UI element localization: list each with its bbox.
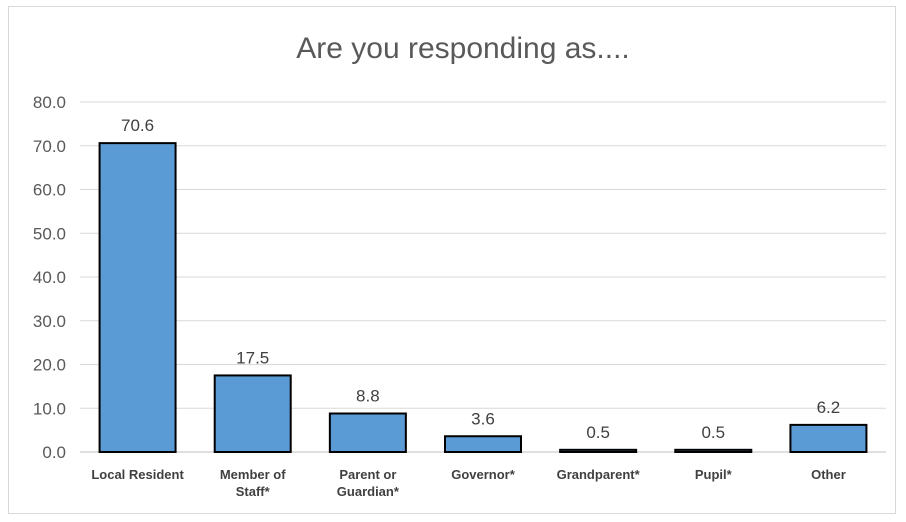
x-tick-label: Local Resident bbox=[91, 467, 184, 482]
bar bbox=[98, 142, 177, 453]
bar bbox=[559, 448, 638, 453]
bar bbox=[213, 374, 292, 453]
x-tick-label: Grandparent* bbox=[557, 467, 641, 482]
y-tick-label: 10.0 bbox=[33, 399, 66, 418]
y-tick-label: 40.0 bbox=[33, 268, 66, 287]
y-axis-ticks: 0.0 10.0 20.0 30.0 40.0 50.0 60.0 70.0 80.0 bbox=[33, 93, 66, 462]
data-label: 0.5 bbox=[586, 423, 610, 442]
x-tick-label: Guardian* bbox=[337, 484, 400, 499]
y-tick-label: 0.0 bbox=[42, 443, 66, 462]
bar bbox=[789, 423, 868, 453]
data-label: 0.5 bbox=[701, 423, 725, 442]
x-tick-label: Member of bbox=[220, 467, 286, 482]
data-label: 3.6 bbox=[471, 409, 495, 428]
y-tick-label: 80.0 bbox=[33, 93, 66, 112]
x-tick-label: Governor* bbox=[451, 467, 516, 482]
gridlines bbox=[80, 101, 886, 453]
data-label: 8.8 bbox=[356, 387, 380, 406]
y-tick-label: 50.0 bbox=[33, 224, 66, 243]
y-tick-label: 30.0 bbox=[33, 312, 66, 331]
bar bbox=[328, 412, 407, 453]
data-label: 17.5 bbox=[236, 348, 269, 367]
bar bbox=[444, 435, 522, 453]
chart-title: Are you responding as.... bbox=[296, 32, 630, 65]
x-tick-label: Other bbox=[811, 467, 846, 482]
data-label: 6.2 bbox=[817, 398, 841, 417]
bar bbox=[674, 448, 753, 453]
y-tick-label: 20.0 bbox=[33, 356, 66, 375]
y-tick-label: 60.0 bbox=[33, 181, 66, 200]
x-tick-label: Pupil* bbox=[695, 467, 733, 482]
x-tick-label: Parent or bbox=[339, 467, 396, 482]
data-labels: 70.6 17.5 8.8 3.6 0.5 0.5 6.2 bbox=[121, 116, 840, 442]
x-tick-label: Staff* bbox=[236, 484, 271, 499]
x-axis-ticks: Local Resident Member of Staff* Parent or Gu… bbox=[91, 467, 845, 499]
bars bbox=[98, 142, 868, 453]
data-label: 70.6 bbox=[121, 116, 154, 135]
y-tick-label: 70.0 bbox=[33, 137, 66, 156]
